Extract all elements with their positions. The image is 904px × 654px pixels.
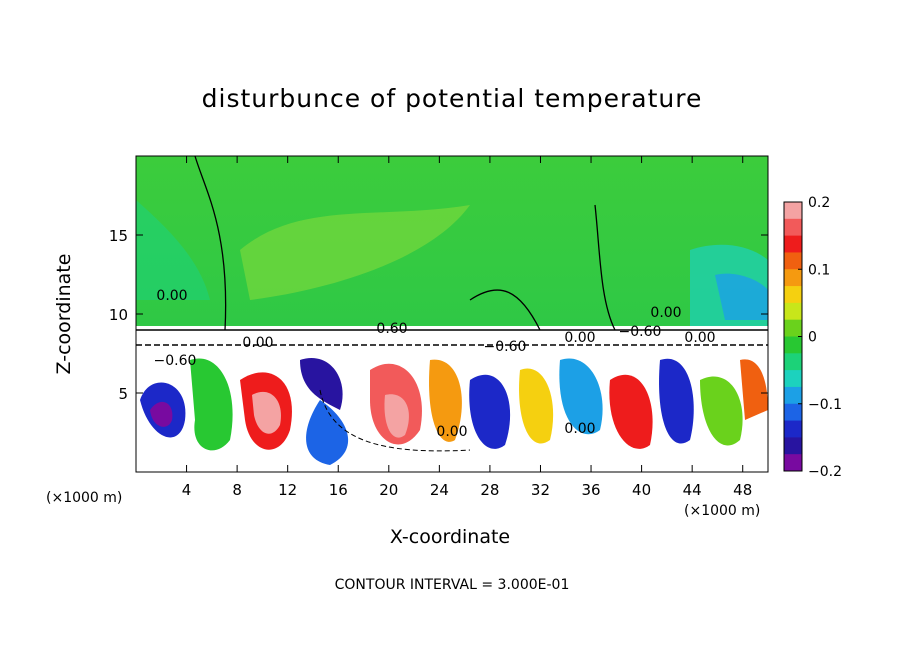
x-tick-label: 16 [329,481,348,499]
contour-label: −0.60 [484,339,527,355]
cold-patch-right [715,273,768,320]
contour-label: 0.00 [564,330,595,346]
x-tick-label: 12 [278,481,297,499]
x-unit-label-right: (×1000 m) [684,503,761,519]
colorbar-swatch [784,437,802,455]
eddy-blob [469,374,511,449]
contour-label: 0.00 [684,330,715,346]
colorbar-swatch [784,454,802,472]
colorbar-swatch [784,386,802,405]
colorbar-swatch [784,336,802,354]
eddy-core [252,391,281,434]
cool-patch-left [136,200,210,300]
eddy-blob [609,374,653,449]
eddy-blob [300,358,343,410]
contour-label: 0.00 [156,288,187,304]
contour-label: 0.00 [564,421,595,437]
eddy-blob [700,376,743,446]
colorbar-swatch [784,202,802,220]
eddy-core [384,394,409,438]
eddy-blob [740,359,768,420]
x-tick-label: 4 [182,481,192,499]
x-axis-ticks: 4 8 12 16 20 24 28 32 36 40 44 48 [182,156,752,499]
colorbar-swatch [784,218,802,237]
contour-label: 0.00 [436,424,467,440]
x-tick-label: 44 [683,481,702,499]
x-unit-label-left: (×1000 m) [46,490,123,506]
y-tick-label: 5 [118,385,128,403]
contour-line [594,204,616,331]
contour-label: 0.00 [650,305,681,321]
y-axis-ticks: 5 10 15 [109,227,768,403]
eddy-blob [559,358,603,435]
x-tick-label: 36 [581,481,600,499]
colorbar-swatch [784,269,802,287]
contour-line [319,389,471,452]
x-tick-label: 28 [480,481,499,499]
colorbar-swatch [784,302,802,321]
inversion-band [136,326,768,348]
y-tick-label: 10 [109,306,128,324]
x-tick-label: 20 [379,481,398,499]
x-tick-label: 32 [531,481,550,499]
contour-interval-note: CONTOUR INTERVAL = 3.000E-01 [334,577,570,593]
chart-title: disturbunce of potential temperature [201,84,703,113]
contour-labels: 0.000.600.000.00−0.60−0.600.00 0.000.00 0.… [154,288,716,440]
colorbar-swatch [784,420,802,438]
colorbar-tick-label: −0.1 [808,397,842,413]
x-tick-label: 24 [430,481,449,499]
x-axis-label: X-coordinate [389,526,511,548]
colorbar-tick-label: 0.2 [808,195,830,211]
contour-label: 0.00 [242,335,273,351]
colorbar-swatch [784,370,802,388]
eddy-blob [429,359,462,442]
eddy-core [150,401,173,427]
colorbar-tick-label: 0 [808,330,817,346]
warm-patch [240,205,470,300]
upper-layer-field [136,156,768,336]
colorbar-tick-label: −0.2 [808,464,842,480]
eddy-blob [190,358,233,451]
eddy-blob [519,368,554,444]
colorbar: 0.2 0.1 0 −0.1 −0.2 [783,195,842,480]
colorbar-tick-label: 0.1 [808,262,830,278]
contour-label: 0.60 [376,321,407,337]
colorbar-swatch [784,235,802,253]
colorbar-swatch [784,252,802,270]
x-tick-label: 40 [632,481,651,499]
contour-label: −0.60 [619,324,662,340]
contour-line [194,156,227,331]
eddy-blob [306,400,349,465]
colorbar-swatch [784,319,802,337]
contour-label: −0.60 [154,353,197,369]
colorbar-swatch [784,353,802,371]
y-tick-label: 15 [109,227,128,245]
contour-line [469,289,541,331]
x-tick-label: 8 [232,481,242,499]
plot-area [136,156,768,472]
colorbar-swatch [784,286,802,304]
colorbar-swatch [784,403,802,422]
eddy-blob [659,358,694,444]
x-tick-label: 48 [733,481,752,499]
